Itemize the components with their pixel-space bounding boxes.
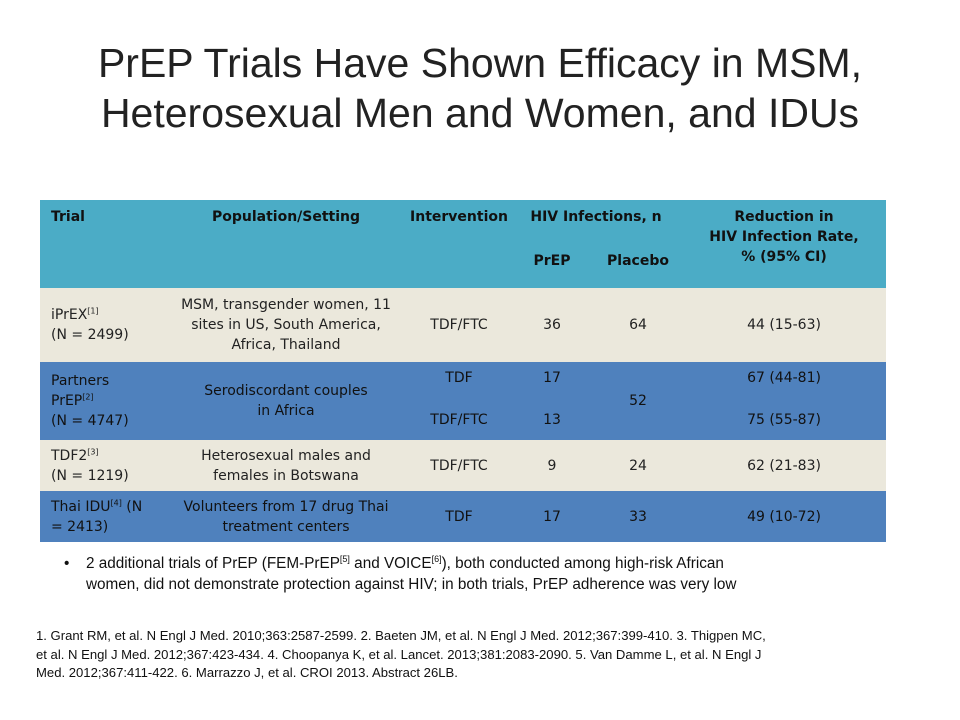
- bullet-point: • 2 additional trials of PrEP (FEM-PrEP[…: [64, 553, 924, 595]
- header-placebo: Placebo: [594, 234, 682, 288]
- header-subrow: PrEP Placebo: [40, 234, 886, 288]
- cell-intervention: TDF/FTC: [408, 400, 510, 440]
- trial-ref: [4]: [110, 497, 122, 507]
- cell-placebo: 64: [594, 288, 682, 362]
- bullet-part-3: ), both conducted among high-risk Africa…: [441, 555, 724, 572]
- header-row: Trial Population/Setting Intervention HI…: [40, 200, 886, 288]
- cell-reduction: 44 (15-63): [682, 288, 886, 362]
- trial-n: (N = 2499): [51, 327, 129, 343]
- trial-ref: [1]: [87, 306, 99, 316]
- trial-name: iPrEX: [51, 307, 88, 323]
- cell-placebo: 33: [594, 491, 682, 542]
- header-reduction-line-3: % (95% CI): [741, 249, 827, 265]
- cell-population: Heterosexual males and females in Botswa…: [164, 440, 408, 491]
- trial-name-line-2: PrEP: [51, 393, 83, 409]
- header-reduction-line-1: Reduction in: [734, 209, 834, 225]
- cell-prep: 17: [510, 491, 594, 542]
- cell-reduction: 75 (55-87): [682, 400, 886, 440]
- trial-n-part-2: = 2413): [51, 518, 109, 535]
- bullet-line-2: women, did not demonstrate protection ag…: [86, 576, 737, 593]
- title-line-1: PrEP Trials Have Shown Efficacy in MSM,: [97, 40, 863, 86]
- table-row-partners-prep-arm-2: TDF/FTC 13 75 (55-87): [40, 400, 886, 440]
- cell-trial: iPrEX[1] (N = 2499): [40, 288, 164, 362]
- population-line: Heterosexual males and: [201, 447, 371, 464]
- table-row-tdf2: TDF2[3] (N = 1219) Heterosexual males an…: [40, 440, 886, 491]
- cell-trial: Thai IDU[4] (N = 2413): [40, 491, 164, 542]
- header-intervention: Intervention: [408, 200, 510, 288]
- trial-ref: [3]: [87, 446, 99, 456]
- cell-trial: Partners PrEP[2] (N = 4747): [40, 362, 164, 440]
- header-prep: PrEP: [510, 234, 594, 288]
- bullet-ref-1: [5]: [339, 553, 350, 564]
- population-line: sites in US, South America,: [191, 317, 381, 333]
- cell-prep: 13: [510, 400, 594, 440]
- population-line: Serodiscordant couples: [204, 383, 368, 399]
- reference-line: et al. N Engl J Med. 2012;367:423-434. 4…: [36, 646, 762, 662]
- trials-table: Trial Population/Setting Intervention HI…: [40, 200, 886, 542]
- trial-name: Thai IDU: [51, 498, 111, 515]
- bullet-ref-2: [6]: [431, 553, 442, 564]
- header-reduction: Reduction in HIV Infection Rate, % (95% …: [682, 200, 886, 288]
- cell-intervention: TDF: [408, 362, 510, 400]
- trial-n: (N = 4747): [51, 413, 129, 429]
- population-line: MSM, transgender women, 11: [181, 297, 391, 313]
- trial-n: (N = 1219): [51, 467, 129, 484]
- population-line: in Africa: [257, 403, 315, 419]
- references: 1. Grant RM, et al. N Engl J Med. 2010;3…: [36, 627, 936, 683]
- cell-placebo: 24: [594, 440, 682, 491]
- reference-line: Med. 2012;367:411-422. 6. Marrazzo J, et…: [36, 665, 458, 680]
- cell-population: Serodiscordant couples in Africa: [164, 362, 408, 440]
- slide-title: PrEP Trials Have Shown Efficacy in MSM, …: [0, 38, 960, 138]
- cell-intervention: TDF/FTC: [408, 440, 510, 491]
- population-line: females in Botswana: [213, 467, 359, 484]
- bullet-icon: •: [64, 555, 70, 572]
- table-row-thai-idu: Thai IDU[4] (N = 2413) Volunteers from 1…: [40, 491, 886, 542]
- cell-trial: TDF2[3] (N = 1219): [40, 440, 164, 491]
- trial-name: TDF2: [51, 447, 88, 464]
- cell-prep: 9: [510, 440, 594, 491]
- cell-intervention: TDF: [408, 491, 510, 542]
- bullet-text: 2 additional trials of PrEP (FEM-PrEP[5]…: [86, 553, 924, 595]
- header-reduction-line-2: HIV Infection Rate,: [709, 229, 859, 245]
- cell-reduction: 62 (21-83): [682, 440, 886, 491]
- reference-line: 1. Grant RM, et al. N Engl J Med. 2010;3…: [36, 628, 766, 643]
- population-line: Africa, Thailand: [231, 337, 341, 353]
- trial-ref: [2]: [82, 392, 94, 402]
- title-line-2: Heterosexual Men and Women, and IDUs: [100, 90, 860, 136]
- cell-population: MSM, transgender women, 11 sites in US, …: [164, 288, 408, 362]
- cell-intervention: TDF/FTC: [408, 288, 510, 362]
- cell-prep: 36: [510, 288, 594, 362]
- bullet-part-2: and VOICE: [349, 555, 432, 572]
- population-line: treatment centers: [222, 518, 350, 535]
- cell-reduction: 49 (10-72): [682, 491, 886, 542]
- header-trial: Trial: [40, 200, 164, 288]
- cell-placebo: 52: [594, 362, 682, 440]
- cell-prep: 17: [510, 362, 594, 400]
- table-row-partners-prep: Partners PrEP[2] (N = 4747) Serodiscorda…: [40, 362, 886, 440]
- cell-reduction: 67 (44-81): [682, 362, 886, 400]
- bullet-part-1: 2 additional trials of PrEP (FEM-PrEP: [86, 555, 340, 572]
- header-hiv-infections: HIV Infections, n: [510, 200, 682, 234]
- population-line: Volunteers from 17 drug Thai: [183, 498, 389, 515]
- table-row-iprex: iPrEX[1] (N = 2499) MSM, transgender wom…: [40, 288, 886, 362]
- cell-population: Volunteers from 17 drug Thai treatment c…: [164, 491, 408, 542]
- trial-n-part-1: (N: [121, 498, 143, 515]
- header-population: Population/Setting: [164, 200, 408, 288]
- trial-name-line-1: Partners: [51, 373, 110, 389]
